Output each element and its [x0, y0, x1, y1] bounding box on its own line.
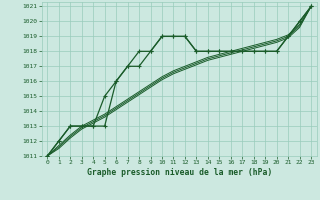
X-axis label: Graphe pression niveau de la mer (hPa): Graphe pression niveau de la mer (hPa): [87, 168, 272, 177]
